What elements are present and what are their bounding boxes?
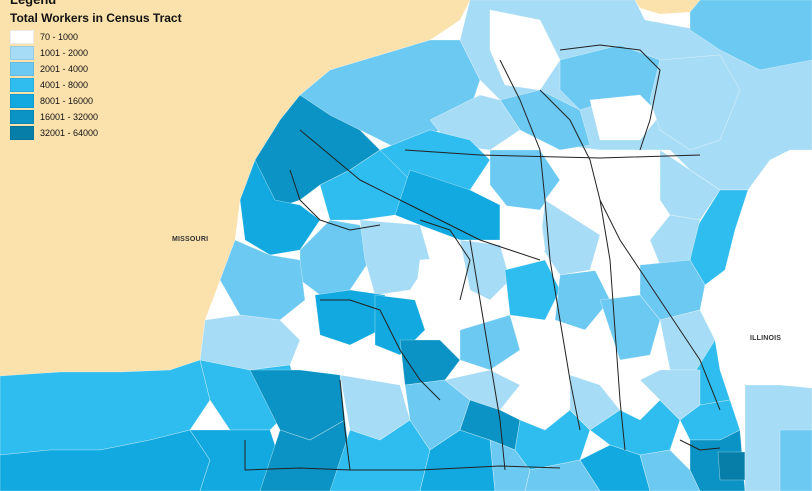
legend-label: 2001 - 4000: [40, 64, 89, 74]
legend-label: 70 - 1000: [40, 32, 79, 42]
tract: [649, 54, 741, 151]
tract: [359, 219, 431, 296]
legend-label: 16001 - 32000: [40, 112, 99, 122]
legend-swatch: [10, 78, 34, 92]
tract: [599, 199, 661, 251]
route-line: [299, 129, 541, 261]
tract: [779, 429, 812, 491]
route-line: [599, 199, 626, 451]
legend-swatch: [10, 94, 34, 108]
legend-swatch: [10, 126, 34, 140]
top-right-land: [635, 0, 700, 14]
route-line: [339, 379, 351, 471]
legend-row: 32001 - 64000: [10, 125, 210, 141]
legend-row: 4001 - 8000: [10, 77, 210, 93]
legend-heading: Legend: [10, 0, 210, 8]
legend-rows: 70 - 1000 1001 - 2000 2001 - 4000 4001 -…: [0, 29, 210, 141]
illinois-label: ILLINOIS: [750, 335, 782, 342]
legend-label: 4001 - 8000: [40, 80, 89, 90]
legend-row: 8001 - 16000: [10, 93, 210, 109]
legend-title: Total Workers in Census Tract: [10, 11, 182, 25]
transit-routes: [244, 44, 721, 471]
route-line: [289, 169, 381, 231]
route-line: [469, 239, 506, 471]
legend-label: 8001 - 16000: [40, 96, 94, 106]
legend-swatch: [10, 62, 34, 76]
route-line: [559, 44, 661, 151]
legend-label: 32001 - 64000: [40, 128, 99, 138]
route-line: [419, 219, 471, 301]
tract: [299, 219, 371, 296]
tract: [444, 369, 521, 411]
route-line: [320, 299, 441, 401]
tract: [594, 234, 641, 301]
legend-swatch: [10, 46, 34, 60]
tract: [504, 259, 561, 321]
legend-label: 1001 - 2000: [40, 48, 89, 58]
tract: [459, 314, 521, 371]
legend-row: 16001 - 32000: [10, 109, 210, 125]
legend-swatch: [10, 30, 34, 44]
route-line: [404, 149, 701, 159]
missouri-land: [0, 0, 470, 376]
tract: [564, 329, 621, 386]
legend-row: 1001 - 2000: [10, 45, 210, 61]
tract: [399, 339, 461, 386]
tract: [554, 269, 611, 331]
legend-swatch: [10, 110, 34, 124]
legend-row: 2001 - 4000: [10, 61, 210, 77]
tract: [589, 94, 661, 141]
legend: Legend Total Workers in Census Tract 70 …: [0, 0, 210, 141]
tract: [514, 409, 591, 471]
tract: [219, 239, 306, 321]
route-line: [499, 59, 581, 431]
tract: [717, 451, 746, 481]
tract: [689, 0, 812, 71]
tract: [519, 319, 566, 371]
route-line: [679, 439, 721, 451]
legend-row: 70 - 1000: [10, 29, 210, 45]
missouri-label: MISSOURI: [172, 236, 209, 243]
route-line: [539, 89, 721, 411]
